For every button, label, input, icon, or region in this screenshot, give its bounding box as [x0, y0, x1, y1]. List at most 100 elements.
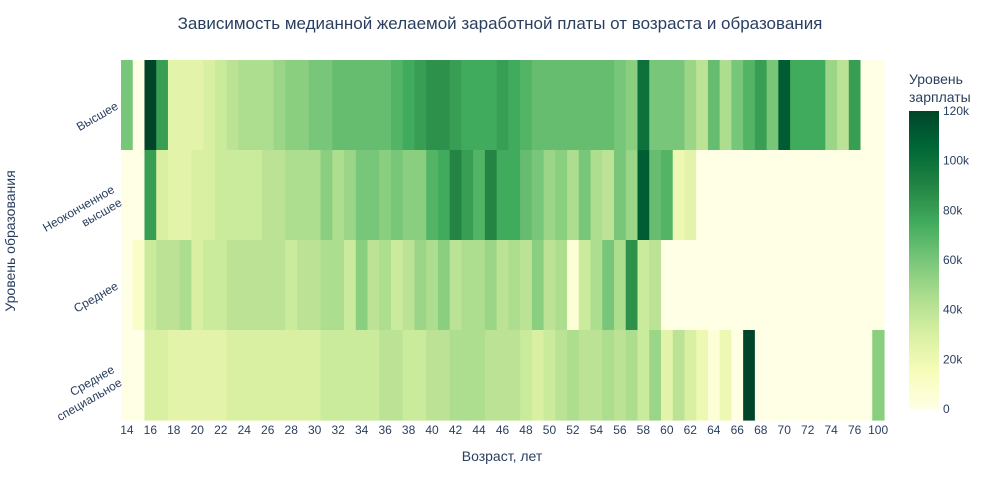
heatmap-cell	[707, 240, 721, 331]
heatmap-cell	[860, 60, 873, 151]
heatmap-cell	[766, 150, 779, 241]
heatmap-cell	[261, 150, 275, 241]
x-tick-label: 66	[731, 423, 745, 437]
heatmap-cell	[555, 240, 568, 331]
x-tick-label: 22	[214, 423, 228, 437]
x-tick-label: 38	[402, 423, 416, 437]
x-tick-label: 54	[590, 423, 604, 437]
x-tick-label: 64	[707, 423, 721, 437]
heatmap-cell	[261, 60, 275, 151]
heatmap-cell	[555, 60, 568, 151]
heatmap-cell	[285, 330, 298, 421]
heatmap-cell	[614, 150, 627, 241]
heatmap-cell	[167, 60, 181, 151]
heatmap-cell	[414, 330, 427, 421]
heatmap-cell	[637, 240, 650, 331]
heatmap-cell	[543, 330, 556, 421]
heatmap-cell	[297, 240, 310, 331]
heatmap-cell	[179, 150, 193, 241]
x-tick-label: 20	[191, 423, 205, 437]
heatmap-cell	[520, 240, 533, 331]
heatmap-cell	[179, 240, 193, 331]
heatmap-cell	[297, 330, 310, 421]
heatmap-cell	[156, 60, 169, 151]
colorbar-bar	[909, 111, 939, 409]
heatmap-cell	[872, 240, 885, 331]
heatmap-cell	[860, 330, 873, 421]
heatmap-cell	[144, 330, 157, 421]
heatmap-cell	[555, 330, 568, 421]
heatmap-cell	[414, 240, 427, 331]
heatmap-cell	[825, 240, 838, 331]
colorbar-tick-label: 40k	[943, 303, 963, 317]
heatmap-cell	[308, 60, 322, 151]
heatmap-cell	[344, 60, 357, 151]
heatmap-cell	[637, 150, 650, 241]
y-axis-title: Уровень образования	[2, 170, 18, 311]
x-tick-label: 56	[613, 423, 627, 437]
heatmap-cell	[226, 240, 239, 331]
heatmap-cell	[132, 60, 146, 151]
heatmap-cell	[743, 330, 756, 421]
heatmap-cell	[344, 240, 357, 331]
heatmap-cell	[872, 150, 885, 241]
heatmap-cell	[696, 60, 709, 151]
heatmap-cell	[461, 240, 474, 331]
x-tick-label: 30	[308, 423, 322, 437]
heatmap-cell	[191, 330, 204, 421]
heatmap-cell	[590, 60, 603, 151]
heatmap-cell	[660, 150, 674, 241]
heatmap-cell	[390, 330, 404, 421]
heatmap-cell	[437, 150, 451, 241]
heatmap-cell	[837, 150, 850, 241]
heatmap-cell	[754, 240, 768, 331]
heatmap-cell	[203, 330, 216, 421]
heatmap-cell	[860, 150, 873, 241]
heatmap-cell	[426, 240, 439, 331]
heatmap-cell	[332, 60, 345, 151]
heatmap-cell	[156, 330, 169, 421]
heatmap-cell	[414, 150, 427, 241]
heatmap-cell	[672, 330, 686, 421]
heatmap-cell	[250, 150, 263, 241]
heatmap-cell	[719, 150, 732, 241]
heatmap-cell	[437, 60, 451, 151]
heatmap-cell	[590, 240, 603, 331]
heatmap-cell	[167, 150, 181, 241]
heatmap-cell	[332, 330, 345, 421]
heatmap-cell	[825, 330, 838, 421]
heatmap-cell	[390, 60, 404, 151]
heatmap-cell	[520, 150, 533, 241]
heatmap-cell	[344, 330, 357, 421]
x-tick-label: 28	[285, 423, 299, 437]
heatmap-cell	[660, 330, 674, 421]
heatmap-cell	[801, 330, 815, 421]
heatmap-cell	[754, 150, 768, 241]
heatmap-cell	[731, 240, 744, 331]
heatmap-cell	[672, 240, 686, 331]
heatmap-cell	[226, 150, 239, 241]
heatmap-cell	[308, 330, 322, 421]
heatmap-cell	[273, 240, 286, 331]
heatmap-cell	[121, 150, 134, 241]
heatmap-cell	[848, 240, 862, 331]
heatmap-cell	[801, 150, 815, 241]
heatmap-cell	[684, 150, 697, 241]
x-tick-label: 62	[684, 423, 698, 437]
x-tick-label: 36	[378, 423, 392, 437]
heatmap-cell	[719, 330, 732, 421]
x-tick-label: 26	[261, 423, 275, 437]
heatmap-cell	[531, 60, 545, 151]
x-tick-label: 18	[167, 423, 181, 437]
heatmap-cell	[649, 150, 662, 241]
heatmap-cell	[848, 150, 862, 241]
heatmap-cell	[837, 60, 850, 151]
heatmap-cell	[696, 330, 709, 421]
heatmap-cell	[121, 330, 134, 421]
heatmap-cell	[790, 240, 803, 331]
chart-title: Зависимость медианной желаемой заработно…	[178, 14, 823, 33]
heatmap-cell	[520, 60, 533, 151]
heatmap-cell	[754, 60, 768, 151]
heatmap-cell	[238, 150, 251, 241]
heatmap-cell	[531, 330, 545, 421]
